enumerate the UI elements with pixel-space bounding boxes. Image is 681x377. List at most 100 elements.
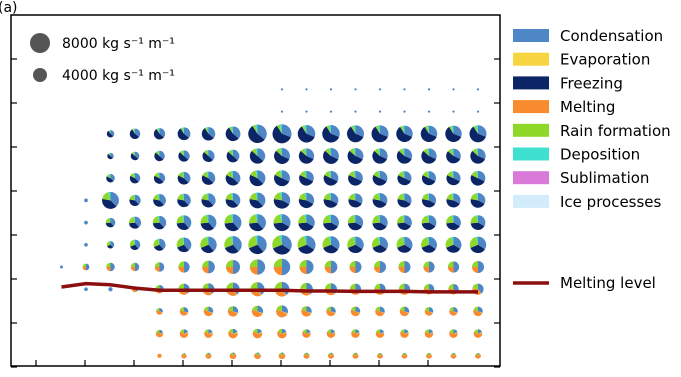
- pie-slice-condensation: [355, 148, 364, 160]
- pie-slice-deposition: [427, 193, 429, 201]
- pie-slice-condensation: [453, 171, 461, 182]
- pie-glyph: [351, 329, 360, 338]
- pie-slice-freezing: [274, 174, 290, 187]
- pie-glyph: [476, 88, 480, 91]
- pie-glyph: [273, 258, 291, 276]
- pie-slice-rain-formation: [298, 214, 307, 224]
- pie-slice-condensation: [184, 237, 192, 251]
- pie-glyph: [177, 171, 191, 185]
- pie-slice-freezing: [322, 126, 340, 143]
- pie-glyph: [449, 329, 458, 338]
- pie-slice-freezing: [272, 244, 291, 255]
- pie-glyph: [248, 235, 267, 255]
- pie-slice-condensation: [110, 130, 115, 137]
- pie-slice-condensation: [404, 260, 411, 274]
- pie-slice-condensation: [380, 329, 385, 334]
- pie-slice-rain-formation: [396, 237, 405, 248]
- pie-slice-freezing: [446, 222, 460, 230]
- pie-glyph: [299, 170, 314, 186]
- pie-slice-condensation: [331, 193, 339, 204]
- pie-slice-freezing: [200, 222, 214, 231]
- pie-slice-freezing: [177, 128, 189, 141]
- pie-slice-rain-formation: [202, 283, 209, 290]
- pie-slice-rain-formation: [446, 215, 454, 224]
- pie-slice-condensation: [380, 352, 382, 356]
- pie-slice-condensation: [355, 125, 364, 137]
- pie-slice-rain-formation: [324, 260, 331, 267]
- pie-slice-evaporation: [478, 311, 483, 314]
- pie-slice-condensation: [355, 306, 361, 313]
- pie-glyph: [324, 260, 338, 274]
- pie-slice-rain-formation: [397, 193, 405, 201]
- pie-slice-rain-formation: [226, 282, 233, 290]
- pie-slice-deposition: [378, 170, 380, 179]
- pie-slice-condensation: [208, 171, 216, 183]
- pie-glyph: [202, 149, 215, 163]
- pie-slice-rain-formation: [154, 172, 160, 179]
- pie-slice-rain-formation: [200, 236, 209, 248]
- pie-slice-rain-formation: [156, 329, 160, 334]
- pie-slice-condensation: [429, 215, 437, 227]
- pie-slice-rain-formation: [423, 261, 429, 267]
- pie-slice-evaporation: [208, 332, 213, 334]
- pie-slice-condensation: [429, 352, 431, 356]
- pie-slice-rain-formation: [350, 125, 356, 134]
- pie-slice-melting: [401, 354, 408, 359]
- pie-slice-rain-formation: [156, 128, 160, 134]
- pie-slice-deposition: [304, 125, 307, 134]
- pie-slice-condensation: [208, 193, 216, 206]
- pie-glyph: [274, 170, 290, 187]
- pie-slice-freezing: [396, 126, 413, 143]
- pie-slice-deposition: [255, 124, 258, 134]
- pie-slice-rain-formation: [200, 214, 209, 224]
- pie-slice-condensation: [453, 307, 458, 313]
- pie-slice-deposition: [158, 238, 160, 245]
- pie-slice-deposition: [427, 215, 429, 223]
- pie-glyph: [347, 125, 364, 143]
- pie-slice-freezing: [397, 199, 411, 208]
- pie-slice-melting: [424, 331, 434, 338]
- pie-slice-condensation: [184, 353, 186, 356]
- pie-slice-condensation: [282, 328, 287, 334]
- pie-slice-deposition: [279, 214, 282, 223]
- pie-slice-rain-formation: [449, 329, 454, 334]
- pie-slice-freezing: [397, 222, 411, 230]
- pie-glyph: [298, 192, 315, 209]
- pie-slice-evaporation: [331, 353, 334, 356]
- pie-slice-condensation: [453, 352, 456, 356]
- pie-glyph: [177, 193, 191, 208]
- pie-slice-deposition: [402, 171, 405, 179]
- pie-slice-freezing: [470, 244, 485, 254]
- melting-level-line: [61, 281, 478, 294]
- pie-slice-rain-formation: [449, 125, 454, 134]
- legend-label-freezing: Freezing: [560, 74, 623, 92]
- pie-slice-evaporation: [208, 353, 211, 356]
- pie-slice-rain-formation: [225, 193, 233, 201]
- pie-slice-rain-formation: [179, 307, 184, 312]
- pie-slice-rain-formation: [177, 193, 184, 201]
- pie-slice-condensation: [478, 352, 480, 356]
- pie-slice-condensation: [404, 236, 413, 250]
- pie-slice-rain-formation: [325, 148, 331, 156]
- pie-slice-rain-formation: [102, 192, 111, 201]
- pie-slice-condensation: [380, 306, 385, 313]
- pie-slice-rain-formation: [426, 352, 429, 356]
- pie-slice-freezing: [298, 150, 314, 164]
- pie-glyph: [82, 263, 90, 271]
- pie-slice-deposition: [329, 214, 331, 223]
- pie-slice-melting: [225, 267, 233, 275]
- pie-slice-rain-formation: [400, 125, 405, 134]
- pie-slice-rain-formation: [451, 352, 454, 356]
- pie-slice-deposition: [133, 151, 135, 156]
- pie-slice-condensation: [184, 127, 191, 138]
- pie-slice-deposition: [476, 215, 478, 223]
- pie-glyph: [378, 88, 382, 91]
- pie-slice-condensation: [282, 124, 292, 138]
- pie-glyph: [354, 88, 357, 91]
- pie-slice-freezing: [421, 244, 436, 253]
- pie-slice-deposition: [182, 193, 184, 201]
- pie-slice-melting: [228, 331, 238, 339]
- pie-slice-condensation: [135, 262, 140, 272]
- legend-swatch-freezing: [513, 76, 549, 90]
- pie-slice-melting: [249, 267, 258, 275]
